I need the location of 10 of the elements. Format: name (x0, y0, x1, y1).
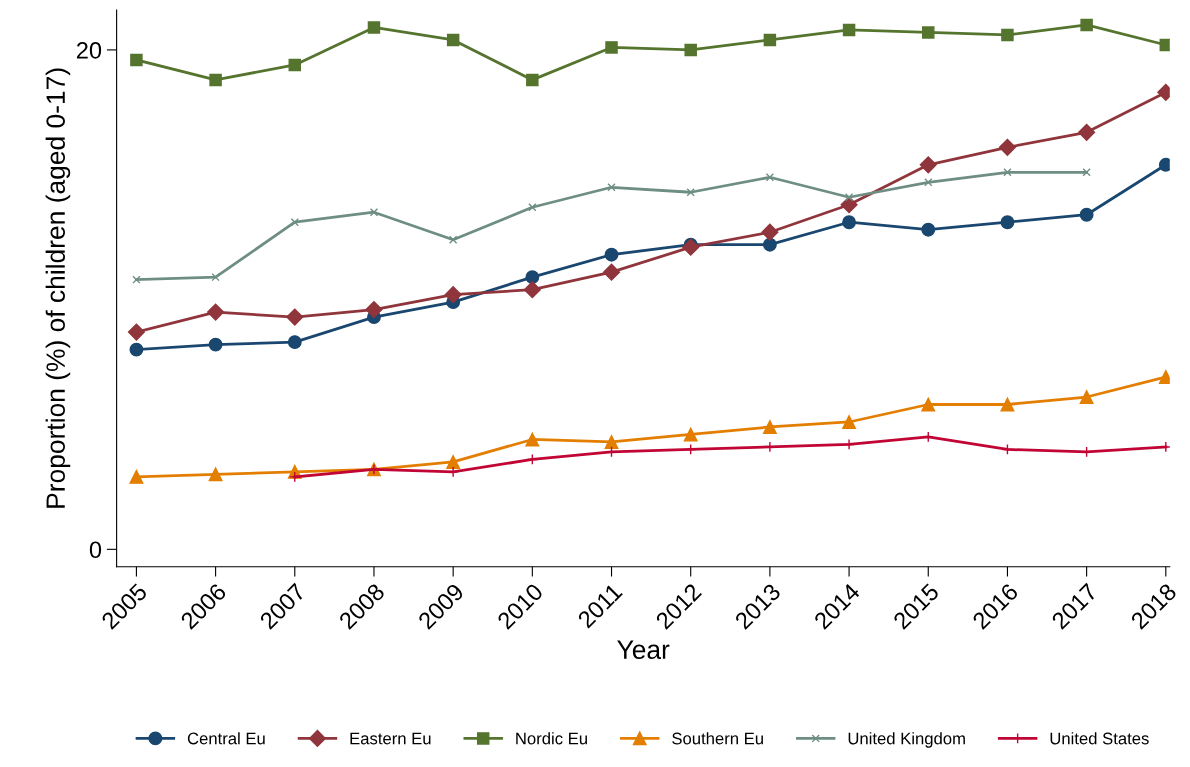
x-axis-title: Year (617, 640, 670, 660)
legend-label: Southern Eu (672, 732, 763, 745)
legend-label: United Kingdom (848, 732, 965, 748)
y-tick-label: 20 (76, 41, 102, 59)
y-tick-label: 0 (89, 541, 102, 559)
legend-label: Eastern Eu (350, 732, 431, 745)
y-axis-title: Proportion (%) of children (aged 0-17) (45, 68, 71, 508)
legend-label: United States (1050, 732, 1149, 745)
legend-label: Nordic Eu (516, 732, 587, 745)
legend-label: Central Eu (187, 732, 265, 745)
